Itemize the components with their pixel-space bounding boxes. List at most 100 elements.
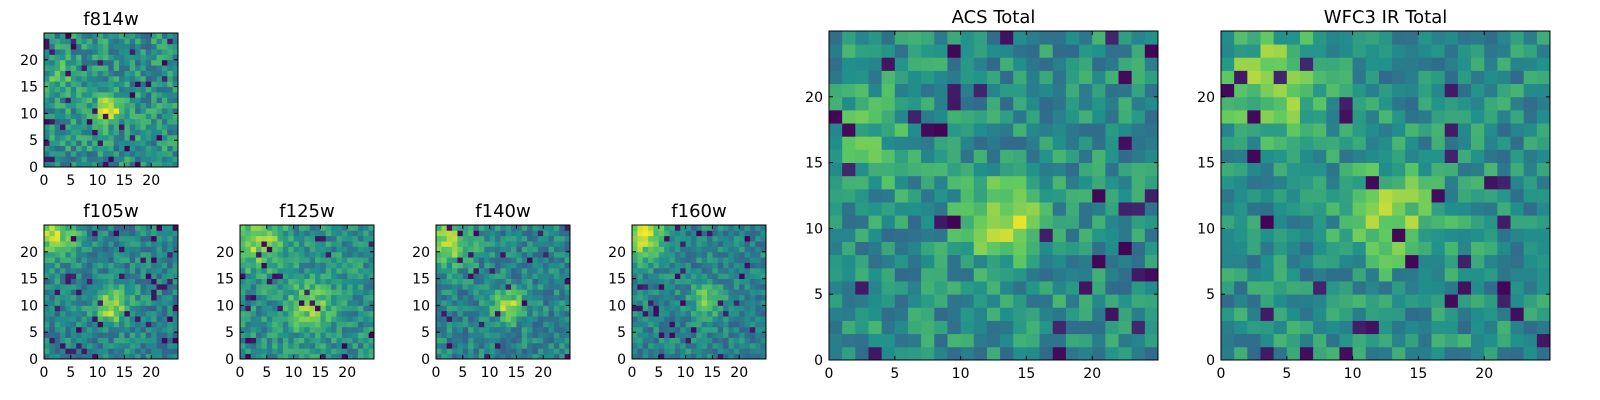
heatmap-cell: [947, 294, 961, 308]
heatmap-cell: [140, 38, 147, 45]
heatmap-cell: [347, 235, 353, 242]
x-tick-label: 10: [285, 365, 303, 381]
heatmap-cell: [728, 316, 735, 322]
heatmap-cell: [1352, 70, 1367, 85]
heatmap-cell: [1000, 188, 1014, 203]
heatmap-cell: [674, 348, 681, 355]
heatmap-cell: [65, 145, 72, 152]
heatmap-cell: [1234, 31, 1248, 45]
heatmap-cell: [1273, 254, 1288, 269]
heatmap-cell: [119, 300, 125, 306]
heatmap-cell: [368, 337, 375, 344]
heatmap-cell: [1092, 57, 1106, 71]
heatmap-cell: [511, 262, 517, 269]
heatmap-cell: [1000, 294, 1014, 308]
heatmap-cell: [293, 332, 300, 338]
heatmap-cell: [500, 251, 507, 258]
heatmap-cell: [124, 113, 131, 120]
heatmap-cell: [86, 321, 93, 328]
heatmap-cell: [1039, 215, 1054, 229]
heatmap-cell: [462, 342, 469, 349]
heatmap-cell: [1013, 57, 1027, 71]
heatmap-cell: [723, 283, 729, 290]
heatmap-cell: [76, 49, 82, 55]
heatmap-cell: [707, 337, 713, 344]
heatmap-cell: [712, 262, 719, 269]
heatmap-cell: [1118, 294, 1133, 308]
heatmap-cell: [749, 278, 756, 285]
heatmap-cell: [44, 321, 50, 328]
heatmap-cell: [664, 241, 670, 247]
heatmap-cell: [54, 65, 61, 71]
heatmap-cell: [1000, 241, 1014, 256]
heatmap-cell: [1144, 241, 1159, 256]
heatmap-cell: [119, 246, 125, 253]
heatmap-cell: [548, 246, 555, 253]
heatmap-cell: [1497, 162, 1511, 177]
heatmap-cell: [674, 342, 681, 349]
heatmap-cell: [1247, 188, 1261, 203]
heatmap-cell: [135, 230, 141, 237]
heatmap-cell: [868, 149, 883, 163]
heatmap-cell: [1299, 57, 1314, 71]
heatmap-cell: [1457, 123, 1472, 137]
heatmap-cell: [494, 332, 501, 338]
heatmap-cell: [701, 316, 708, 322]
heatmap-cell: [1299, 333, 1314, 348]
heatmap-cell: [60, 140, 66, 146]
heatmap-cell: [81, 129, 88, 136]
heatmap-cell: [760, 342, 767, 349]
heatmap-cell: [282, 332, 289, 338]
heatmap-cell: [1065, 320, 1080, 335]
heatmap-cell: [986, 96, 1001, 111]
heatmap-cell: [325, 332, 332, 338]
heatmap-cell: [97, 91, 104, 98]
heatmap-cell: [1026, 294, 1040, 308]
heatmap-cell: [282, 225, 289, 231]
heatmap-cell: [642, 332, 649, 338]
heatmap-cell: [76, 241, 82, 247]
heatmap-cell: [151, 118, 157, 125]
heatmap-cell: [532, 332, 539, 338]
heatmap-cell: [167, 332, 174, 338]
heatmap-cell: [648, 257, 654, 263]
heatmap-cell: [1418, 162, 1432, 177]
heatmap-cell: [76, 33, 82, 39]
heatmap-cell: [1273, 83, 1288, 98]
heatmap-cell: [537, 332, 544, 338]
heatmap-cell: [44, 348, 50, 355]
heatmap-cell: [60, 113, 66, 120]
heatmap-cell: [1405, 307, 1419, 321]
heatmap-cell: [1299, 44, 1314, 58]
heatmap-cell: [500, 326, 507, 333]
heatmap-cell: [135, 86, 141, 93]
heatmap-cell: [156, 140, 163, 146]
heatmap-cell: [760, 326, 767, 333]
heatmap-cell: [446, 332, 453, 338]
heatmap-cell: [368, 241, 375, 247]
heatmap-cell: [1418, 267, 1432, 282]
heatmap-cell: [124, 140, 131, 146]
heatmap-cell: [1326, 281, 1340, 295]
heatmap-cell: [352, 225, 359, 231]
heatmap-cell: [973, 202, 988, 216]
heatmap-cell: [749, 300, 756, 306]
heatmap-cell: [559, 294, 566, 301]
heatmap-cell: [86, 145, 93, 152]
heatmap-cell: [543, 267, 549, 274]
heatmap-cell: [881, 96, 896, 111]
heatmap-cell: [1484, 281, 1498, 295]
heatmap-cell: [145, 235, 152, 242]
heatmap-cell: [250, 225, 257, 231]
heatmap-cell: [161, 332, 168, 338]
heatmap-cell: [119, 86, 125, 93]
heatmap-cell: [500, 283, 507, 290]
heatmap-cell: [1326, 254, 1340, 269]
heatmap-cell: [1326, 188, 1340, 203]
heatmap-cell: [934, 188, 948, 203]
heatmap-cell: [755, 230, 762, 237]
heatmap-cell: [653, 257, 660, 263]
heatmap-cell: [129, 70, 136, 77]
axes-frame: [828, 30, 1159, 361]
heatmap-cell: [129, 118, 136, 125]
